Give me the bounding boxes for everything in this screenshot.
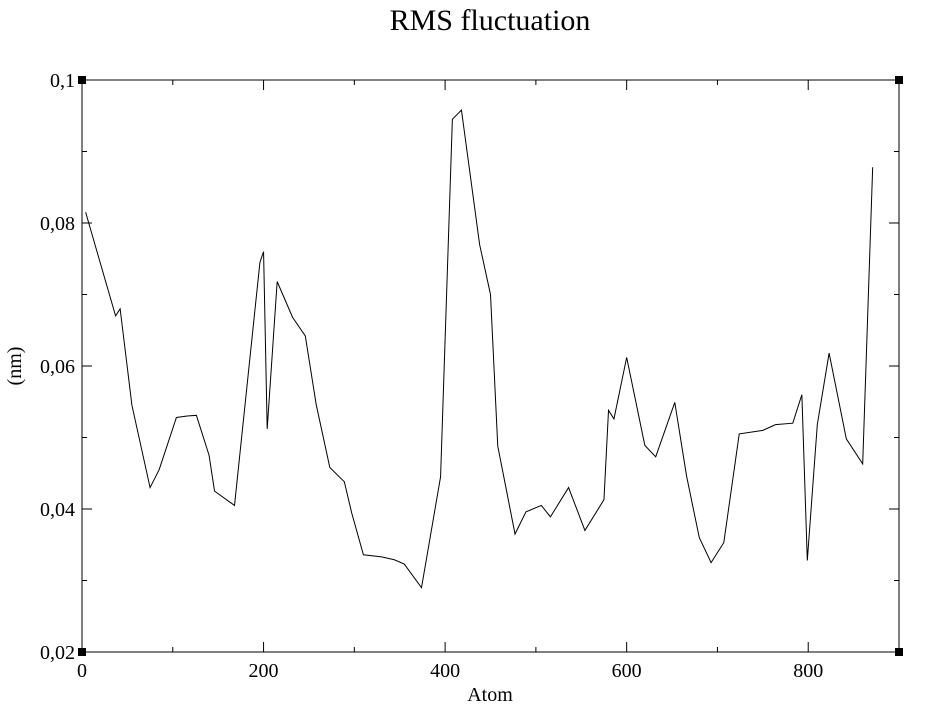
axis-ticks-group: 0 200 400 600 800 0,02 0,04 0,06 0,08 0,1 xyxy=(40,70,899,682)
y-tick-label: 0,08 xyxy=(40,213,75,235)
chart-title: RMS fluctuation xyxy=(390,4,591,37)
x-tick-label: 600 xyxy=(612,660,642,682)
frame-corner-handle xyxy=(78,76,86,84)
x-tick-label: 400 xyxy=(430,660,460,682)
rms-fluctuation-line xyxy=(85,108,874,589)
y-tick-label: 0,06 xyxy=(40,356,75,378)
frame-corner-handle xyxy=(78,648,86,656)
y-axis-label: (nm) xyxy=(4,347,26,386)
frame-corner-handle xyxy=(895,76,903,84)
x-tick-label: 800 xyxy=(793,660,823,682)
y-tick-label: 0,04 xyxy=(40,499,75,521)
frame-corner-handle xyxy=(895,648,903,656)
y-tick-label: 0,1 xyxy=(50,70,75,92)
x-tick-label: 200 xyxy=(249,660,279,682)
y-tick-label: 0,02 xyxy=(40,642,75,664)
x-axis-label: Atom xyxy=(467,684,513,706)
plot-frame xyxy=(81,79,900,653)
frame-corner-handles xyxy=(78,76,903,656)
x-tick-label: 0 xyxy=(77,660,87,682)
